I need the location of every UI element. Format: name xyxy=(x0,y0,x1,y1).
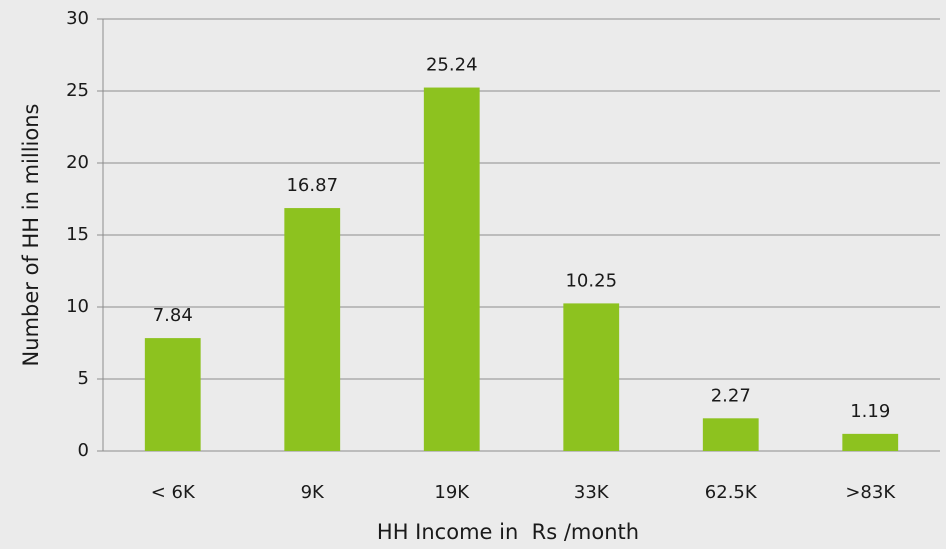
y-tick-label: 5 xyxy=(78,368,89,389)
x-tick-label: 62.5K xyxy=(705,482,758,503)
bar xyxy=(144,338,201,451)
data-label: 10.25 xyxy=(565,270,617,291)
y-tick-label: 0 xyxy=(78,440,89,461)
y-axis-title: Number of HH in millions xyxy=(19,104,43,367)
bar xyxy=(423,87,480,451)
bar xyxy=(842,433,899,451)
y-tick-label: 30 xyxy=(66,8,89,29)
bar xyxy=(284,208,341,451)
data-label: 1.19 xyxy=(850,401,890,422)
x-tick-label: < 6K xyxy=(151,482,196,503)
data-label: 25.24 xyxy=(426,55,478,76)
x-tick-label: >83K xyxy=(845,482,896,503)
x-tick-label: 19K xyxy=(434,482,470,503)
y-tick-label: 10 xyxy=(66,296,89,317)
data-label: 2.27 xyxy=(711,385,751,406)
y-tick-label: 20 xyxy=(66,152,89,173)
x-tick-label: 9K xyxy=(301,482,325,503)
y-tick-label: 15 xyxy=(66,224,89,245)
data-label: 7.84 xyxy=(153,305,193,326)
data-label: 16.87 xyxy=(286,175,338,196)
y-tick-label: 25 xyxy=(66,80,89,101)
x-axis-title: HH Income in Rs /month xyxy=(377,520,639,544)
x-tick-label: 33K xyxy=(574,482,610,503)
bar xyxy=(702,418,759,451)
bar xyxy=(563,303,620,451)
